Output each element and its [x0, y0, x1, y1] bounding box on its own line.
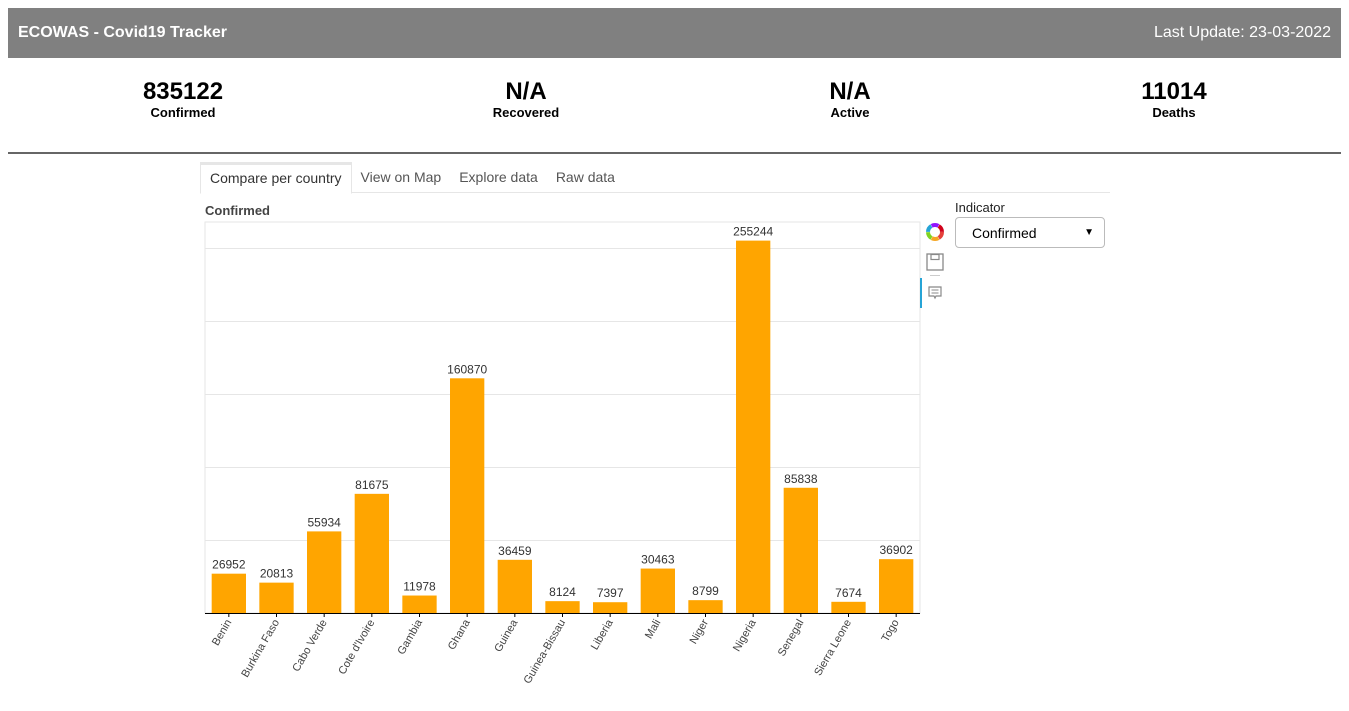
- x-tick-label: Cabo Verde: [290, 618, 329, 674]
- x-tick-label: Cote d'Ivoire: [336, 618, 377, 677]
- tab-bar: Compare per country View on Map Explore …: [200, 162, 1110, 194]
- data-label: 160870: [447, 362, 487, 376]
- x-tick-label: Burkina Faso: [239, 618, 282, 680]
- bar-cabo-verde: [307, 531, 342, 613]
- data-label: 36459: [498, 544, 532, 558]
- stat-recovered: N/A Recovered: [426, 78, 626, 120]
- x-tick-label: Liberia: [589, 617, 616, 652]
- summary-stats: 835122 Confirmed N/A Recovered N/A Activ…: [8, 58, 1341, 152]
- x-tick-label: Benin: [210, 618, 234, 648]
- stat-label: Active: [830, 105, 870, 120]
- stat-active: N/A Active: [750, 78, 950, 120]
- data-label: 7397: [597, 586, 624, 600]
- hover-tool-icon[interactable]: [925, 283, 945, 303]
- data-label: 36902: [879, 543, 913, 557]
- chevron-down-icon: ▼: [1084, 227, 1094, 238]
- data-label: 7674: [835, 586, 862, 600]
- stat-label: Recovered: [492, 105, 560, 120]
- x-tick-label: Guinea-Bissau: [522, 618, 568, 686]
- bar-chart: 26952 Benin 20813 Burkina Faso 55934 Cabo Ver…: [204, 221, 921, 686]
- stat-confirmed: 835122 Confirmed: [83, 78, 283, 120]
- data-label: 8124: [549, 585, 576, 599]
- x-tick-label: Nigeria: [731, 617, 759, 654]
- tab-explore-data[interactable]: Explore data: [459, 169, 538, 185]
- bar-benin: [211, 573, 246, 613]
- bar-sierra-leone: [831, 601, 866, 613]
- chart-title: Confirmed: [205, 203, 270, 218]
- stat-value: N/A: [505, 78, 547, 105]
- bar-ghana: [450, 378, 485, 613]
- bar-senegal: [783, 487, 818, 613]
- app-title: ECOWAS - Covid19 Tracker: [18, 24, 227, 41]
- tab-raw-data[interactable]: Raw data: [555, 169, 615, 185]
- x-tick-label: Senegal: [776, 618, 807, 659]
- divider: [8, 152, 1341, 154]
- bar-gambia: [402, 595, 437, 613]
- data-label: 11978: [403, 580, 436, 594]
- data-label: 26952: [212, 558, 246, 572]
- toolbar-separator: [930, 275, 940, 276]
- bar-nigeria: [736, 240, 771, 614]
- tab-view-on-map[interactable]: View on Map: [360, 169, 442, 185]
- tab-compare-per-country[interactable]: Compare per country: [200, 162, 352, 194]
- bar-niger: [688, 600, 723, 613]
- x-tick-label: Guinea: [492, 617, 521, 654]
- bar-cote-d-ivoire: [354, 493, 389, 613]
- stat-value: 11014: [1141, 78, 1207, 105]
- data-label: 81675: [355, 478, 389, 492]
- indicator-label: Indicator: [955, 200, 1005, 215]
- last-update: Last Update: 23-03-2022: [1153, 24, 1331, 41]
- bar-guinea: [497, 559, 532, 613]
- chart-toolbar: [920, 220, 950, 310]
- data-label: 85838: [784, 472, 818, 486]
- x-tick-label: Mali: [643, 618, 663, 641]
- bokeh-logo-icon[interactable]: [925, 222, 945, 242]
- stat-deaths: 11014 Deaths: [1074, 78, 1274, 120]
- data-label: 8799: [692, 584, 719, 598]
- save-icon[interactable]: [925, 252, 945, 272]
- indicator-selected-value: Confirmed: [972, 224, 1037, 241]
- stat-label: Confirmed: [150, 105, 216, 120]
- stat-value: N/A: [829, 78, 871, 105]
- x-tick-label: Niger: [688, 617, 712, 646]
- data-label: 20813: [260, 567, 294, 581]
- x-tick-label: Togo: [879, 618, 901, 645]
- stat-label: Deaths: [1152, 105, 1196, 120]
- bar-mali: [640, 568, 675, 613]
- active-tool-indicator: [920, 278, 922, 308]
- bar-togo: [879, 559, 914, 613]
- data-label: 255244: [733, 225, 773, 239]
- x-tick-label: Ghana: [446, 617, 473, 652]
- x-tick-label: Gambia: [395, 617, 425, 657]
- app-header: ECOWAS - Covid19 Tracker Last Update: 23…: [8, 8, 1341, 58]
- x-tick-label: Sierra Leone: [812, 618, 854, 679]
- data-label: 30463: [641, 553, 675, 567]
- bar-burkina-faso: [259, 582, 294, 613]
- stat-value: 835122: [142, 78, 224, 105]
- indicator-select[interactable]: Confirmed ▼: [955, 217, 1105, 248]
- data-label: 55934: [307, 515, 341, 529]
- bar-liberia: [593, 602, 628, 613]
- bar-guinea-bissau: [545, 601, 580, 613]
